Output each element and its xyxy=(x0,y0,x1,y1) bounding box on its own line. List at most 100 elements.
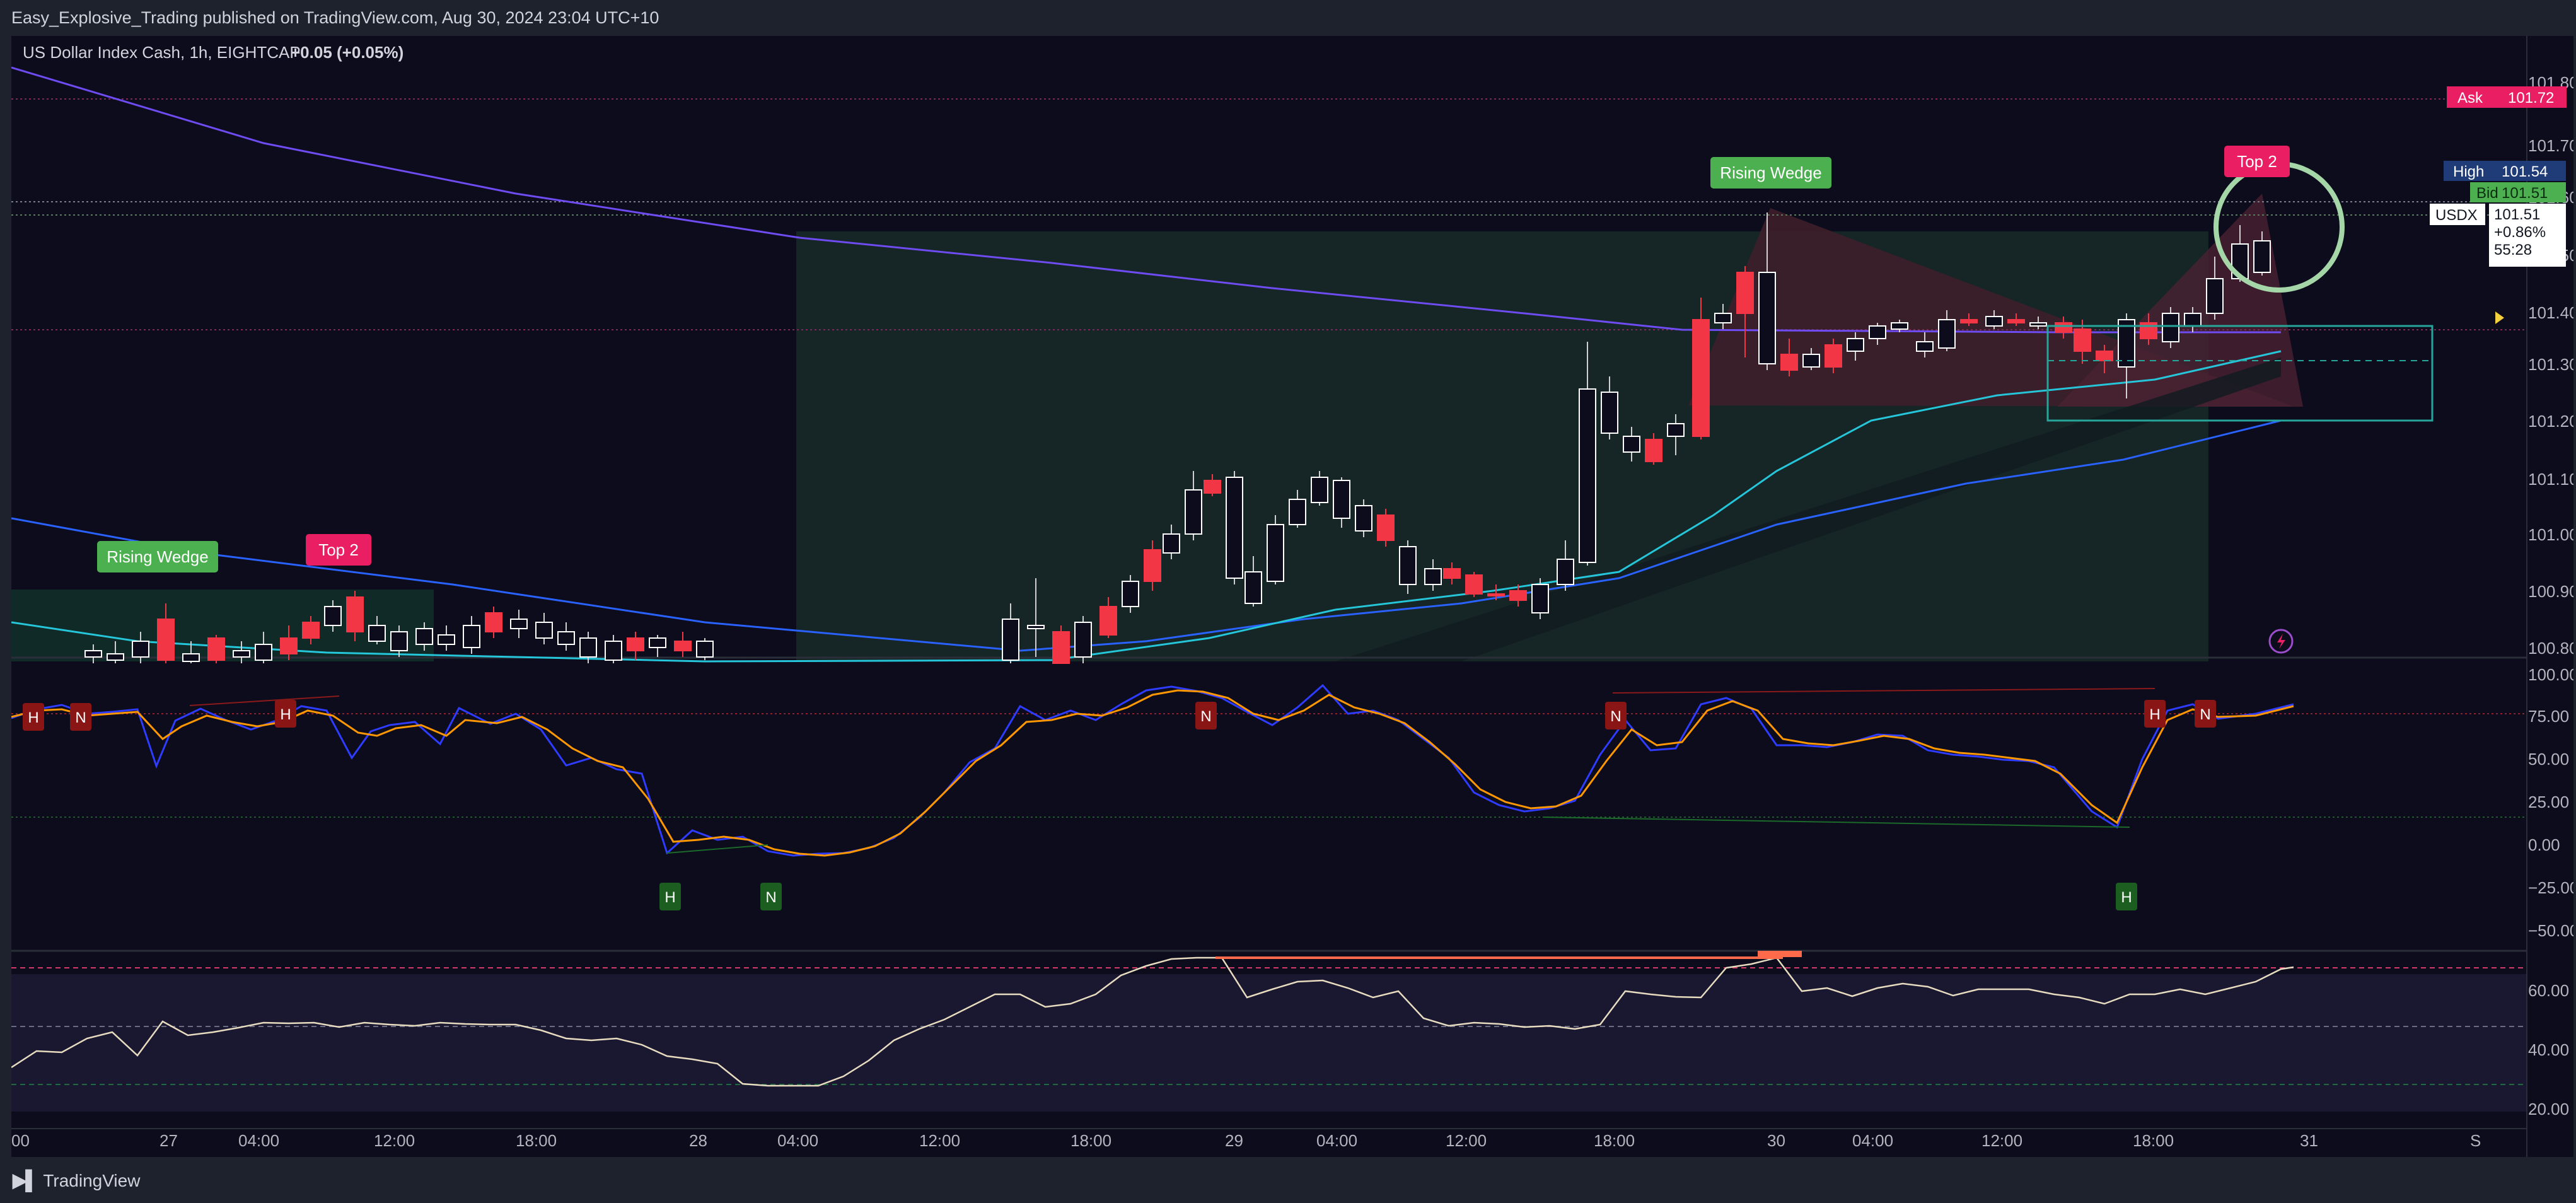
bullish-candle xyxy=(1267,524,1284,582)
bullish-candle xyxy=(1399,546,1417,585)
bullish-candle xyxy=(1891,322,1908,330)
bullish-candle xyxy=(438,634,455,645)
bullish-candle xyxy=(2206,278,2224,314)
publish-info: Easy_Explosive_Trading published on Trad… xyxy=(11,8,659,27)
bearish-candle xyxy=(1144,549,1161,582)
bullish-candle xyxy=(1714,313,1732,323)
stoch-k-line xyxy=(11,683,2294,857)
svg-text:+0.86%: +0.86% xyxy=(2494,224,2546,241)
time-axis-label: 30 xyxy=(1767,1131,1785,1150)
divergence-marker: H xyxy=(275,700,296,728)
bullish-candle xyxy=(1333,480,1350,519)
bullish-candle xyxy=(1185,489,1202,535)
svg-text:55:28: 55:28 xyxy=(2494,241,2532,259)
bullish-candle xyxy=(233,650,250,658)
bullish-candle xyxy=(182,653,200,662)
svg-text:High: High xyxy=(2453,163,2484,180)
svg-text:101.51: 101.51 xyxy=(2494,206,2540,223)
bullish-candle xyxy=(1424,568,1442,585)
bearish-candle xyxy=(1443,568,1461,579)
bullish-candle xyxy=(1027,625,1045,629)
rsi-axis-label: 60.00 xyxy=(2528,981,2569,1000)
price-axis-label: 100.90 xyxy=(2528,582,2573,601)
candles xyxy=(84,212,2271,664)
bearish-candle xyxy=(1465,574,1483,595)
bullish-candle xyxy=(1601,392,1618,434)
bullish-candle xyxy=(1557,559,1574,585)
bearish-candle xyxy=(1204,480,1221,494)
bullish-candle xyxy=(132,641,149,658)
bullish-candle xyxy=(1758,272,1776,364)
ma-teal-line xyxy=(11,350,2282,663)
bearish-candle xyxy=(1692,319,1710,437)
bearish-candle xyxy=(302,622,320,639)
time-axis-label: 04:00 xyxy=(1316,1131,1357,1150)
bullish-candle xyxy=(2253,240,2271,273)
flash-icon[interactable] xyxy=(2268,629,2294,654)
bullish-candle xyxy=(1667,423,1685,437)
svg-text:H: H xyxy=(2121,889,2132,906)
bullish-candle xyxy=(1938,319,1956,349)
bullish-candle xyxy=(1122,581,1139,607)
rising-wedge-label-left: Rising Wedge xyxy=(97,541,218,572)
bullish-candle xyxy=(107,653,124,661)
time-axis-label: 00 xyxy=(11,1131,30,1150)
divergence-markers: H N H N N H N H N H xyxy=(23,700,2216,910)
chart-svg[interactable]: Rising Wedge Top 2 Rising Wedge Top 2 H N… xyxy=(11,36,2576,1157)
divergence-marker: H xyxy=(659,883,681,910)
ask-price-tag: Ask 101.72 xyxy=(2447,86,2567,108)
price-axis-label: 101.40 xyxy=(2528,303,2573,322)
stoch-axis-label: 0.00 xyxy=(2528,835,2560,854)
bullish-candle xyxy=(1847,338,1864,352)
price-axis-label: 101.30 xyxy=(2528,355,2573,374)
price-axis-label: 101.10 xyxy=(2528,470,2573,489)
bearish-candle xyxy=(1736,272,1754,314)
bearish-candle xyxy=(2055,322,2072,333)
time-axis[interactable]: 00 27 04:00 12:00 18:00 28 04:00 12:00 18:00 29 04… xyxy=(11,1131,2481,1150)
bearish-candle xyxy=(1377,514,1395,541)
bearish-candle xyxy=(1780,354,1798,371)
bullish-candle xyxy=(510,619,528,629)
svg-text:N: N xyxy=(2200,706,2210,723)
bullish-candle xyxy=(1802,354,1820,368)
price-axis[interactable]: 101.80101.70101.60101.50101.40101.30101.… xyxy=(2528,73,2576,658)
bearish-candle xyxy=(1960,319,1978,323)
bearish-candle xyxy=(280,637,298,654)
time-axis-label: 12:00 xyxy=(1981,1131,2022,1150)
bullish-candle xyxy=(1074,622,1092,658)
bullish-candle xyxy=(368,625,386,642)
bullish-candle xyxy=(1163,533,1180,554)
consolidation-box xyxy=(2046,325,2434,422)
chart-area[interactable]: Rising Wedge Top 2 Rising Wedge Top 2 H N… xyxy=(11,36,2576,1157)
bullish-candle xyxy=(1002,619,1019,661)
stoch-d-line xyxy=(11,689,2294,857)
publish-header: Easy_Explosive_Trading published on Trad… xyxy=(0,0,2576,36)
tradingview-logo[interactable]: ▶▌ TradingView xyxy=(13,1170,140,1192)
current-bar-marker xyxy=(2495,311,2504,324)
rsi-axis-label: 20.00 xyxy=(2528,1100,2569,1119)
bullish-candle xyxy=(1579,388,1596,563)
bullish-candle xyxy=(1985,316,2003,327)
svg-text:USDX: USDX xyxy=(2435,207,2478,224)
bid-price-tag: Bid 101.51 xyxy=(2470,182,2566,202)
bearish-candle xyxy=(207,637,225,661)
time-axis-label: 04:00 xyxy=(238,1131,279,1150)
stoch-axis-label: −50.00 xyxy=(2528,921,2573,940)
top-2-label-left: Top 2 xyxy=(306,534,371,566)
svg-text:N: N xyxy=(1610,708,1621,725)
high-price-tag: High 101.54 xyxy=(2444,161,2566,181)
svg-text:101.54: 101.54 xyxy=(2502,163,2548,180)
divergence-marker: H xyxy=(2144,700,2166,728)
divergence-marker: N xyxy=(760,883,782,910)
divergence-marker: N xyxy=(2195,700,2216,728)
tradingview-logo-icon: ▶▌ xyxy=(13,1170,38,1191)
svg-text:Bid: Bid xyxy=(2476,185,2498,202)
stoch-axis[interactable]: 100.00 75.00 50.00 25.00 0.00 −25.00 −50.00 xyxy=(2528,665,2576,940)
rsi-axis[interactable]: 60.00 40.00 20.00 xyxy=(2528,981,2569,1119)
symbol-legend: US Dollar Index Cash, 1h, EIGHTCAP xyxy=(23,43,301,62)
bullish-candle xyxy=(2118,319,2135,368)
bullish-candle xyxy=(390,631,408,651)
price-axis-label: 101.00 xyxy=(2528,525,2573,544)
svg-text:Top 2: Top 2 xyxy=(2237,152,2277,171)
stoch-axis-label: 25.00 xyxy=(2528,793,2569,811)
